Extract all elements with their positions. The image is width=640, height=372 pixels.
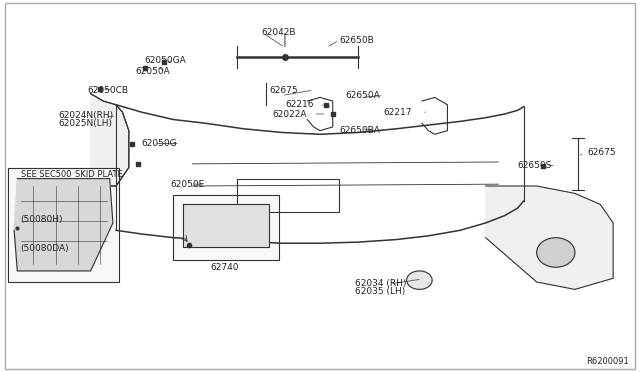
- Text: (50080DA): (50080DA): [20, 244, 69, 253]
- Text: 62050A: 62050A: [135, 67, 170, 76]
- Polygon shape: [91, 94, 129, 186]
- Text: (50080H): (50080H): [20, 215, 63, 224]
- Text: R6200091: R6200091: [586, 357, 629, 366]
- Text: 62050CB: 62050CB: [88, 86, 129, 94]
- Text: 62050GA: 62050GA: [145, 56, 186, 65]
- Text: SKID PLATE: SKID PLATE: [75, 170, 122, 179]
- Text: 62025N(LH): 62025N(LH): [59, 119, 113, 128]
- Text: 62034 (RH): 62034 (RH): [355, 279, 406, 288]
- Text: 62024N(RH): 62024N(RH): [59, 111, 114, 121]
- Text: 62022A: 62022A: [272, 109, 307, 119]
- Text: 62050E: 62050E: [170, 180, 205, 189]
- Text: 62740: 62740: [210, 263, 239, 272]
- Polygon shape: [14, 179, 113, 271]
- Text: 62216: 62216: [285, 100, 314, 109]
- Text: 62042B: 62042B: [261, 28, 296, 37]
- Text: 62035 (LH): 62035 (LH): [355, 287, 405, 296]
- Text: 62650B: 62650B: [339, 36, 374, 45]
- Text: SEE SEC500: SEE SEC500: [20, 170, 71, 179]
- Text: 62675: 62675: [588, 148, 616, 157]
- Polygon shape: [486, 186, 613, 289]
- Bar: [173, 195, 278, 260]
- Ellipse shape: [406, 271, 432, 289]
- Text: 62650A: 62650A: [346, 91, 380, 100]
- Ellipse shape: [537, 238, 575, 267]
- Polygon shape: [183, 205, 269, 247]
- Bar: [8, 167, 119, 282]
- Text: 62217: 62217: [384, 108, 412, 117]
- Text: 62650BA: 62650BA: [339, 126, 380, 135]
- Text: 62050G: 62050G: [141, 139, 177, 148]
- Text: 62675: 62675: [269, 86, 298, 94]
- Text: 62650S: 62650S: [518, 161, 552, 170]
